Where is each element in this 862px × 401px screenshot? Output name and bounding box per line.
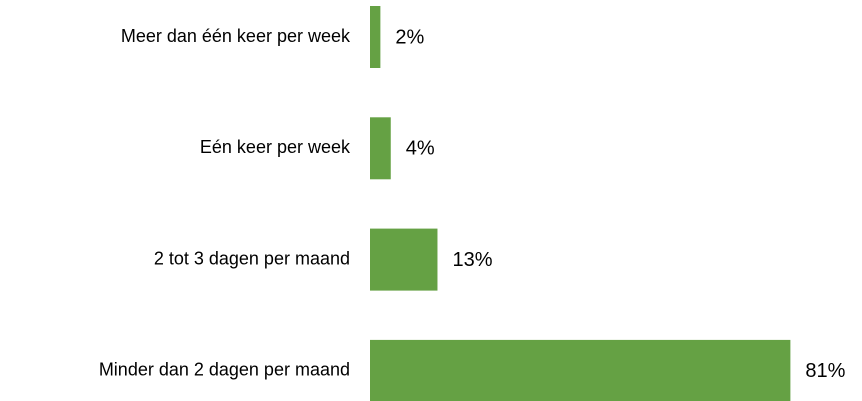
bar	[370, 228, 438, 291]
bar	[370, 339, 791, 401]
category-label: Meer dan één keer per week	[121, 26, 351, 46]
bar	[370, 6, 381, 68]
category-label: Minder dan 2 dagen per maand	[99, 360, 350, 380]
value-label: 13%	[452, 249, 492, 271]
bar	[370, 117, 391, 180]
category-label: 2 tot 3 dagen per maand	[154, 248, 350, 268]
value-label: 81%	[805, 360, 845, 382]
value-label: 4%	[406, 138, 435, 160]
category-label: Eén keer per week	[200, 137, 351, 157]
value-label: 2%	[395, 26, 424, 48]
